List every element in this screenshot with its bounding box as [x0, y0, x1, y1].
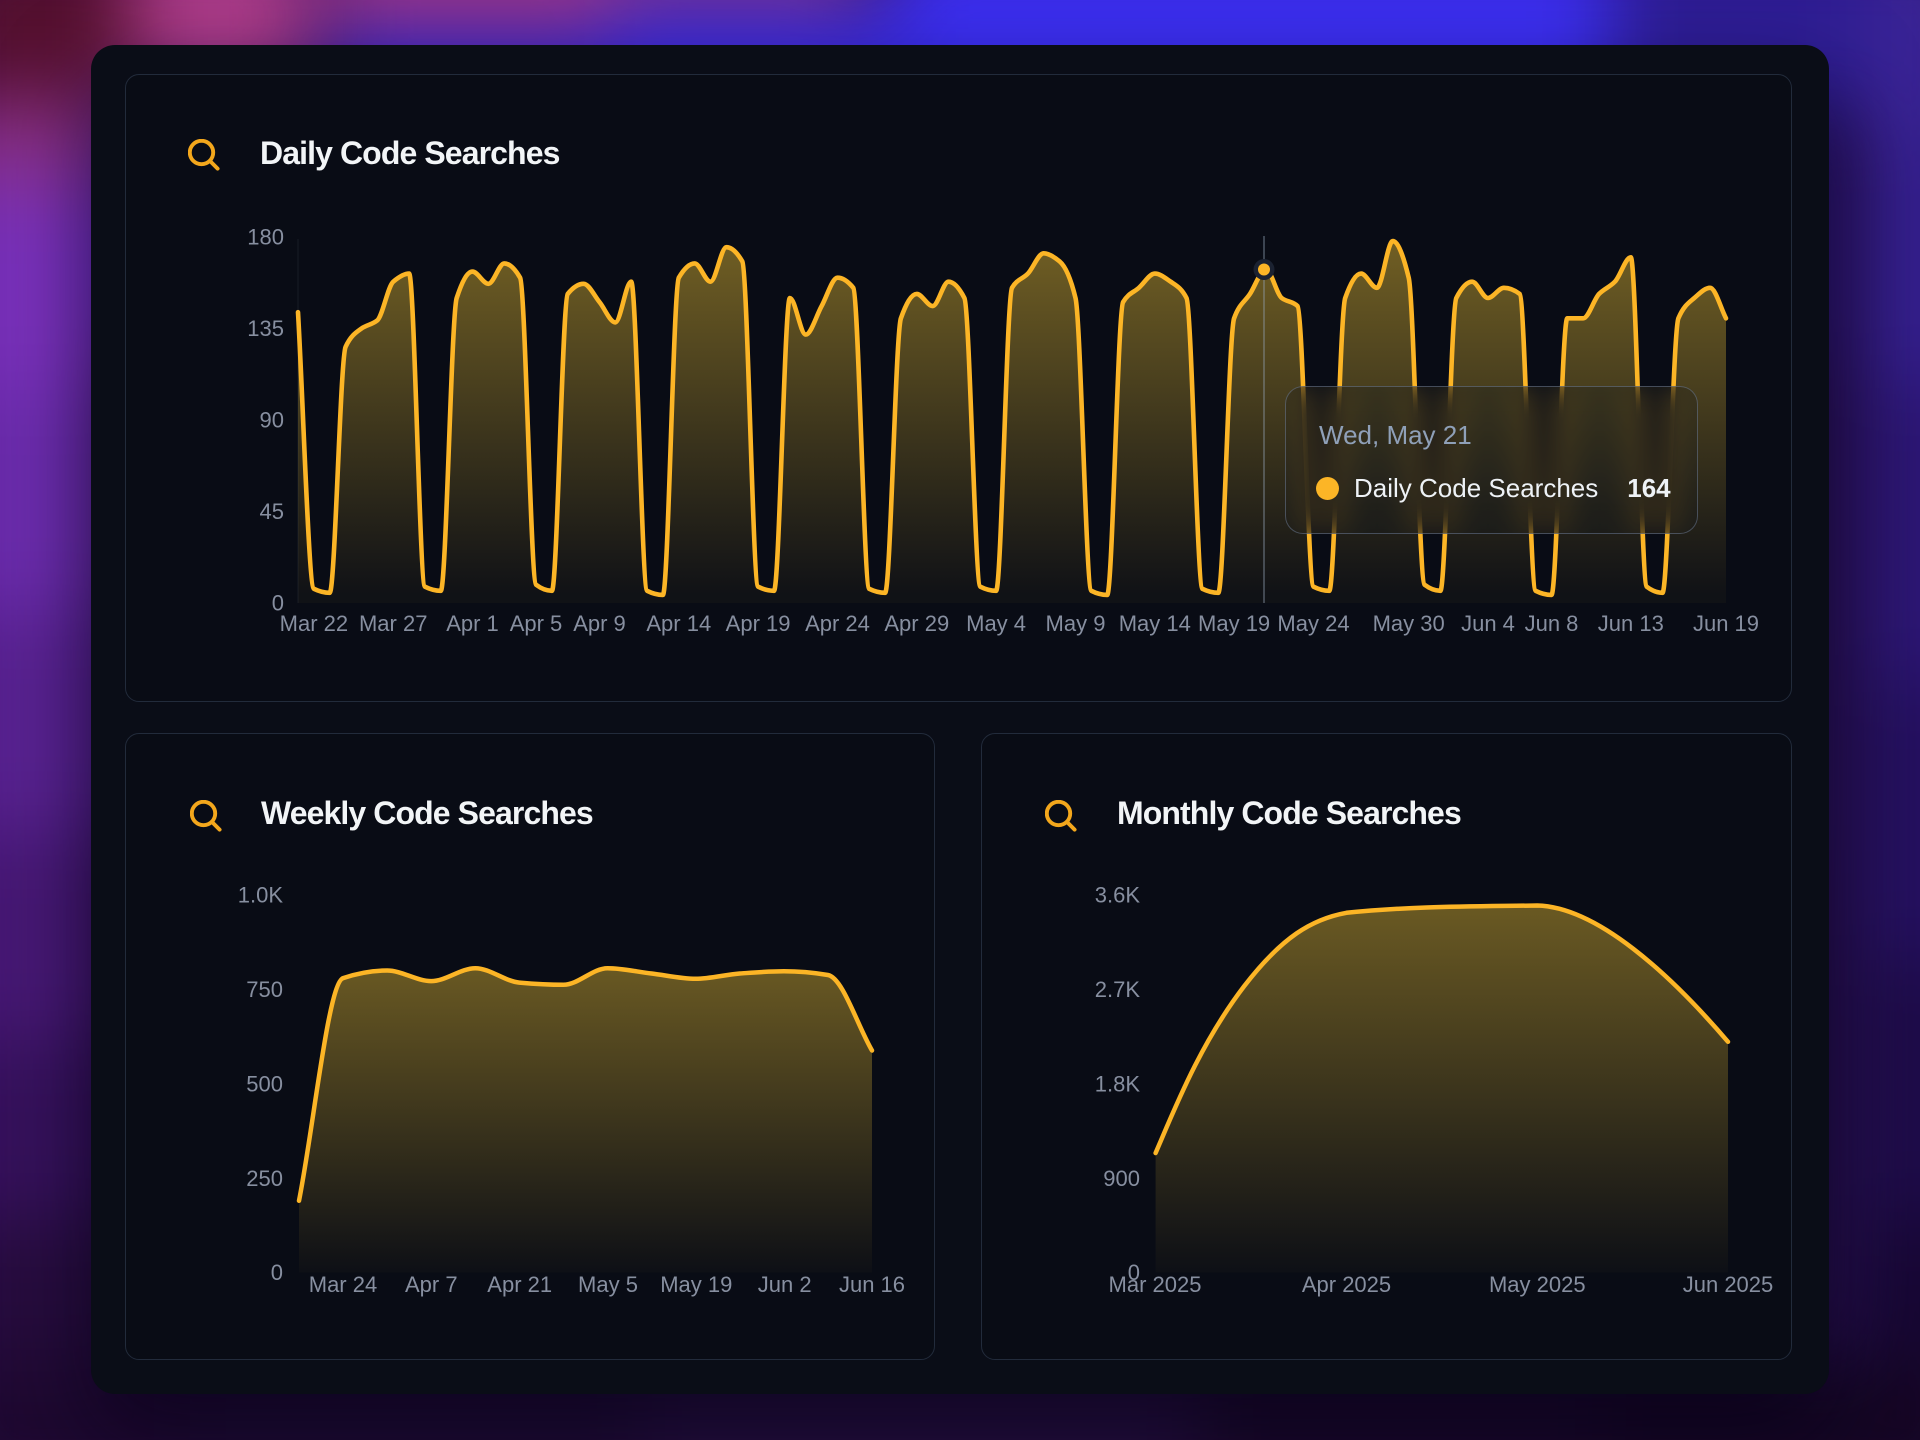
svg-text:45: 45 [260, 499, 284, 524]
svg-text:May 24: May 24 [1277, 611, 1349, 636]
svg-text:1.0K: 1.0K [238, 883, 284, 908]
svg-text:0: 0 [1128, 1260, 1140, 1285]
svg-text:May 9: May 9 [1046, 611, 1106, 636]
svg-text:900: 900 [1103, 1166, 1140, 1191]
svg-text:135: 135 [247, 316, 284, 341]
svg-text:Jun 16: Jun 16 [839, 1272, 905, 1297]
svg-text:0: 0 [272, 591, 284, 616]
svg-text:May 14: May 14 [1119, 611, 1191, 636]
svg-text:Apr 14: Apr 14 [646, 611, 711, 636]
svg-text:750: 750 [246, 977, 283, 1002]
svg-text:May 5: May 5 [578, 1272, 638, 1297]
svg-text:Apr 19: Apr 19 [726, 611, 791, 636]
svg-text:Mar 24: Mar 24 [309, 1272, 377, 1297]
svg-text:May 2025: May 2025 [1489, 1272, 1586, 1297]
svg-text:90: 90 [260, 408, 284, 433]
svg-text:May 19: May 19 [1198, 611, 1270, 636]
svg-text:May 30: May 30 [1373, 611, 1445, 636]
svg-text:Apr 2025: Apr 2025 [1302, 1272, 1391, 1297]
svg-text:3.6K: 3.6K [1095, 883, 1141, 908]
svg-text:Jun 2025: Jun 2025 [1683, 1272, 1774, 1297]
svg-text:Jun 13: Jun 13 [1598, 611, 1664, 636]
svg-text:Mar 2025: Mar 2025 [1109, 1272, 1202, 1297]
svg-text:May 4: May 4 [966, 611, 1026, 636]
svg-text:0: 0 [271, 1260, 283, 1285]
svg-text:Jun 19: Jun 19 [1693, 611, 1759, 636]
svg-text:Apr 7: Apr 7 [405, 1272, 458, 1297]
svg-text:1.8K: 1.8K [1095, 1071, 1141, 1096]
svg-text:Apr 29: Apr 29 [884, 611, 949, 636]
svg-text:180: 180 [247, 225, 284, 250]
svg-text:Mar 27: Mar 27 [359, 611, 427, 636]
svg-text:Jun 8: Jun 8 [1525, 611, 1579, 636]
svg-text:500: 500 [246, 1071, 283, 1096]
svg-text:Mar 22: Mar 22 [280, 611, 348, 636]
svg-text:May 19: May 19 [660, 1272, 732, 1297]
svg-text:Apr 21: Apr 21 [487, 1272, 552, 1297]
svg-text:Jun 4: Jun 4 [1461, 611, 1515, 636]
svg-text:Apr 24: Apr 24 [805, 611, 870, 636]
svg-text:Apr 5: Apr 5 [510, 611, 563, 636]
svg-text:Jun 2: Jun 2 [758, 1272, 812, 1297]
svg-text:Apr 9: Apr 9 [573, 611, 626, 636]
svg-text:2.7K: 2.7K [1095, 977, 1141, 1002]
svg-text:250: 250 [246, 1166, 283, 1191]
svg-text:Apr 1: Apr 1 [446, 611, 499, 636]
